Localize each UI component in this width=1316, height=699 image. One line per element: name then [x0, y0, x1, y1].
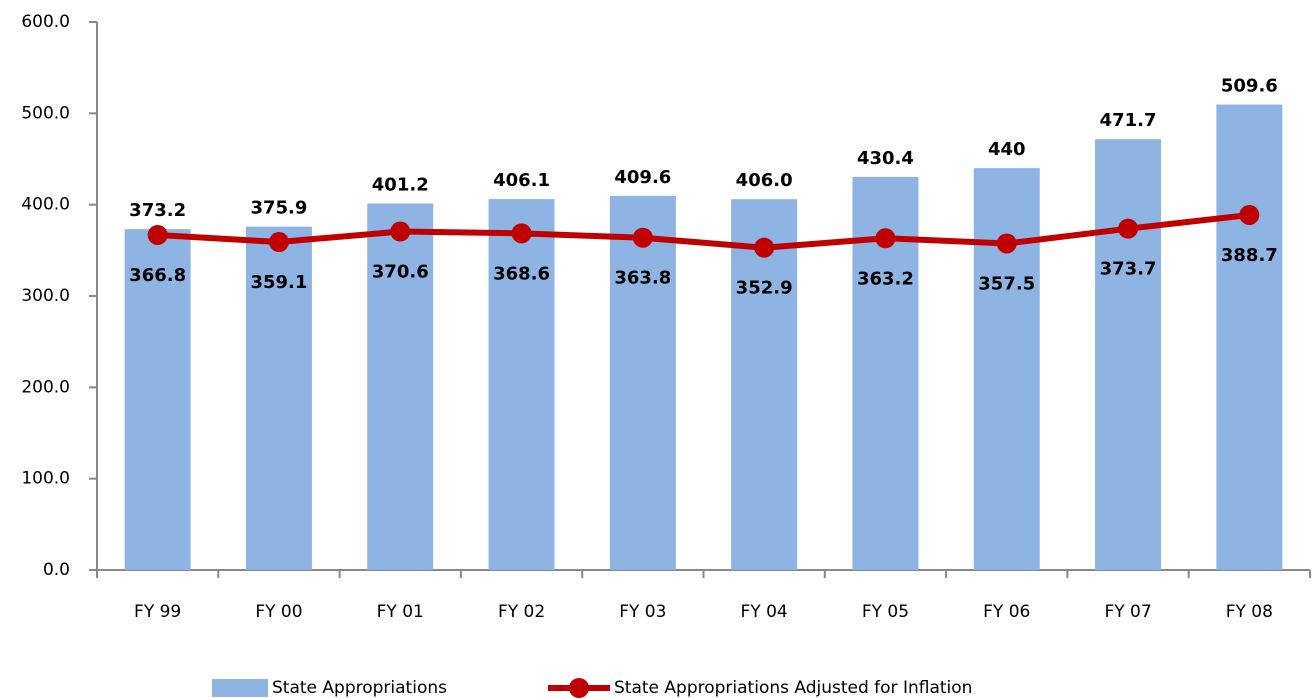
- line-marker: [147, 224, 168, 245]
- legend-swatch: [212, 679, 268, 697]
- bar-value-label: 409.6: [614, 167, 671, 188]
- legend-label: State Appropriations Adjusted for Inflat…: [614, 678, 972, 698]
- legend-marker: [569, 678, 589, 698]
- x-tick-label: FY 02: [498, 602, 545, 622]
- bar: [1095, 139, 1162, 570]
- line-value-label: 359.1: [250, 272, 307, 293]
- line-marker: [632, 227, 653, 248]
- bar-value-label: 406.1: [493, 170, 550, 191]
- x-tick-label: FY 05: [862, 602, 909, 622]
- line-marker: [1239, 204, 1260, 225]
- x-tick-label: FY 99: [134, 602, 181, 622]
- x-tick-label: FY 01: [377, 602, 424, 622]
- line-value-label: 363.2: [857, 268, 914, 289]
- line-marker: [996, 233, 1017, 254]
- bar-value-label: 471.7: [1100, 110, 1157, 131]
- bar: [1216, 104, 1283, 570]
- line-value-label: 388.7: [1221, 245, 1278, 266]
- y-tick-label: 500.0: [21, 103, 70, 123]
- x-tick-label: FY 03: [619, 602, 666, 622]
- bar: [245, 226, 312, 571]
- x-tick-label: FY 06: [983, 602, 1030, 622]
- bar-value-label: 430.4: [857, 148, 914, 169]
- line-value-label: 352.9: [736, 278, 793, 299]
- line-value-label: 357.5: [978, 273, 1035, 294]
- x-tick-label: FY 00: [255, 602, 302, 622]
- line-value-label: 370.6: [372, 262, 429, 283]
- line-marker: [754, 237, 775, 258]
- y-tick-label: 0.0: [43, 560, 70, 580]
- line-value-label: 373.7: [1100, 259, 1157, 280]
- bar-value-label: 509.6: [1221, 76, 1278, 97]
- x-tick-label: FY 07: [1104, 602, 1151, 622]
- y-tick-label: 600.0: [21, 12, 70, 32]
- line-marker: [268, 232, 289, 253]
- bar: [367, 203, 434, 570]
- line-marker: [511, 223, 532, 244]
- bar-value-label: 373.2: [129, 200, 186, 221]
- line-value-label: 366.8: [129, 265, 186, 286]
- line-marker: [1118, 218, 1139, 239]
- y-tick-label: 200.0: [21, 377, 70, 397]
- y-tick-label: 100.0: [21, 469, 70, 489]
- bar-value-label: 440: [988, 139, 1026, 160]
- y-tick-label: 400.0: [21, 195, 70, 215]
- x-tick-label: FY 04: [741, 602, 788, 622]
- line-marker: [875, 228, 896, 249]
- line-marker: [390, 221, 411, 242]
- legend-label: State Appropriations: [272, 678, 447, 698]
- bar: [731, 199, 798, 571]
- bar-value-label: 406.0: [736, 170, 793, 191]
- line: [157, 212, 1250, 251]
- bar-value-label: 401.2: [372, 175, 429, 196]
- bar-value-label: 375.9: [250, 198, 307, 219]
- y-tick-label: 300.0: [21, 286, 70, 306]
- bar: [973, 168, 1040, 570]
- line-value-label: 363.8: [614, 268, 671, 289]
- bar: [609, 195, 676, 570]
- x-tick-label: FY 08: [1226, 602, 1273, 622]
- line-value-label: 368.6: [493, 263, 550, 284]
- bar: [488, 199, 555, 570]
- bar: [124, 229, 191, 571]
